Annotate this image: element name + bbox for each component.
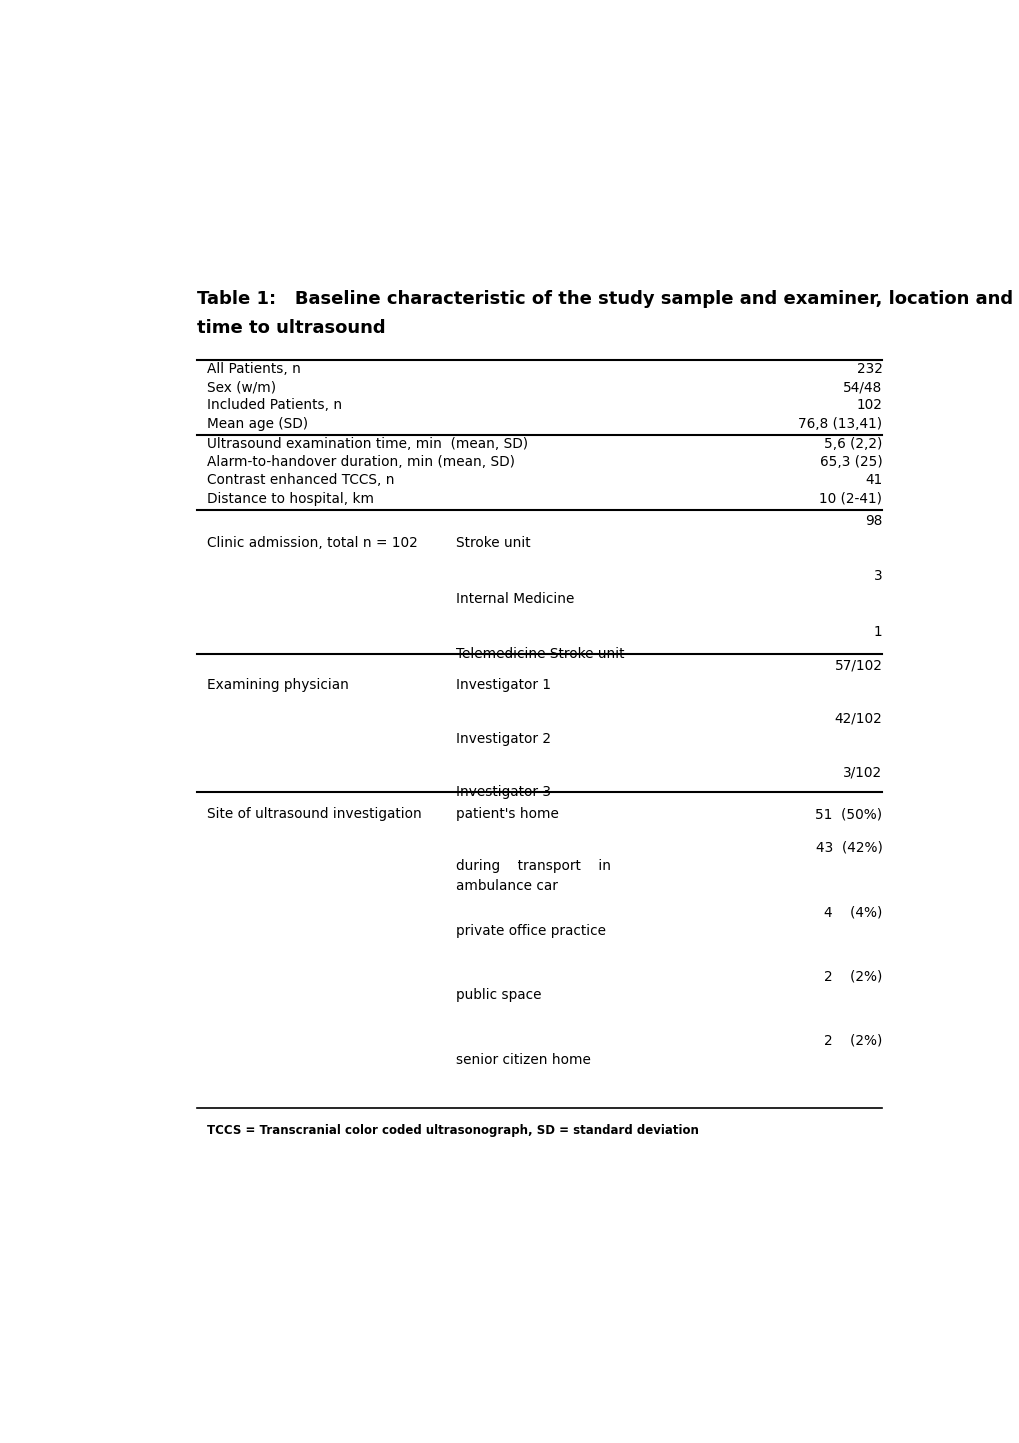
Text: 65,3 (25): 65,3 (25): [819, 455, 881, 469]
Text: Table 1:   Baseline characteristic of the study sample and examiner, location an: Table 1: Baseline characteristic of the …: [197, 290, 1012, 307]
Text: 1: 1: [873, 625, 881, 639]
Text: ambulance car: ambulance car: [455, 879, 557, 893]
Text: 3: 3: [873, 570, 881, 583]
Text: Site of ultrasound investigation: Site of ultrasound investigation: [206, 807, 421, 821]
Text: 2    (2%): 2 (2%): [823, 970, 881, 984]
Text: TCCS = Transcranial color coded ultrasonograph, SD = standard deviation: TCCS = Transcranial color coded ultrason…: [206, 1124, 698, 1137]
Text: All Patients, n: All Patients, n: [206, 362, 301, 375]
Text: Examining physician: Examining physician: [206, 678, 348, 693]
Text: patient's home: patient's home: [455, 807, 557, 821]
Text: public space: public space: [455, 988, 540, 1003]
Text: 41: 41: [864, 473, 881, 488]
Text: Investigator 2: Investigator 2: [455, 732, 550, 746]
Text: time to ultrasound: time to ultrasound: [197, 319, 385, 336]
Text: 42/102: 42/102: [834, 711, 881, 726]
Text: Telemedicine Stroke unit: Telemedicine Stroke unit: [455, 648, 624, 661]
Text: 76,8 (13,41): 76,8 (13,41): [798, 417, 881, 430]
Text: 2    (2%): 2 (2%): [823, 1035, 881, 1048]
Text: Investigator 3: Investigator 3: [455, 785, 550, 799]
Text: Included Patients, n: Included Patients, n: [206, 398, 341, 413]
Text: 102: 102: [856, 398, 881, 413]
Text: Mean age (SD): Mean age (SD): [206, 417, 308, 430]
Text: Investigator 1: Investigator 1: [455, 678, 550, 693]
Text: Contrast enhanced TCCS, n: Contrast enhanced TCCS, n: [206, 473, 393, 488]
Text: 10 (2-41): 10 (2-41): [818, 492, 881, 505]
Text: Clinic admission, total n = 102: Clinic admission, total n = 102: [206, 537, 417, 550]
Text: Distance to hospital, km: Distance to hospital, km: [206, 492, 373, 505]
Text: private office practice: private office practice: [455, 924, 605, 938]
Text: 51  (50%): 51 (50%): [814, 807, 881, 821]
Text: Sex (w/m): Sex (w/m): [206, 380, 275, 394]
Text: Stroke unit: Stroke unit: [455, 537, 530, 550]
Text: 5,6 (2,2): 5,6 (2,2): [823, 437, 881, 450]
Text: Alarm-to-handover duration, min (mean, SD): Alarm-to-handover duration, min (mean, S…: [206, 455, 514, 469]
Text: 98: 98: [864, 514, 881, 528]
Text: Internal Medicine: Internal Medicine: [455, 592, 574, 606]
Text: senior citizen home: senior citizen home: [455, 1053, 590, 1066]
Text: 3/102: 3/102: [843, 765, 881, 779]
Text: 4    (4%): 4 (4%): [823, 905, 881, 919]
Text: 54/48: 54/48: [843, 380, 881, 394]
Text: during    transport    in: during transport in: [455, 860, 610, 873]
Text: 43  (42%): 43 (42%): [815, 841, 881, 854]
Text: Ultrasound examination time, min  (mean, SD): Ultrasound examination time, min (mean, …: [206, 437, 527, 450]
Text: 232: 232: [856, 362, 881, 375]
Text: 57/102: 57/102: [834, 658, 881, 672]
